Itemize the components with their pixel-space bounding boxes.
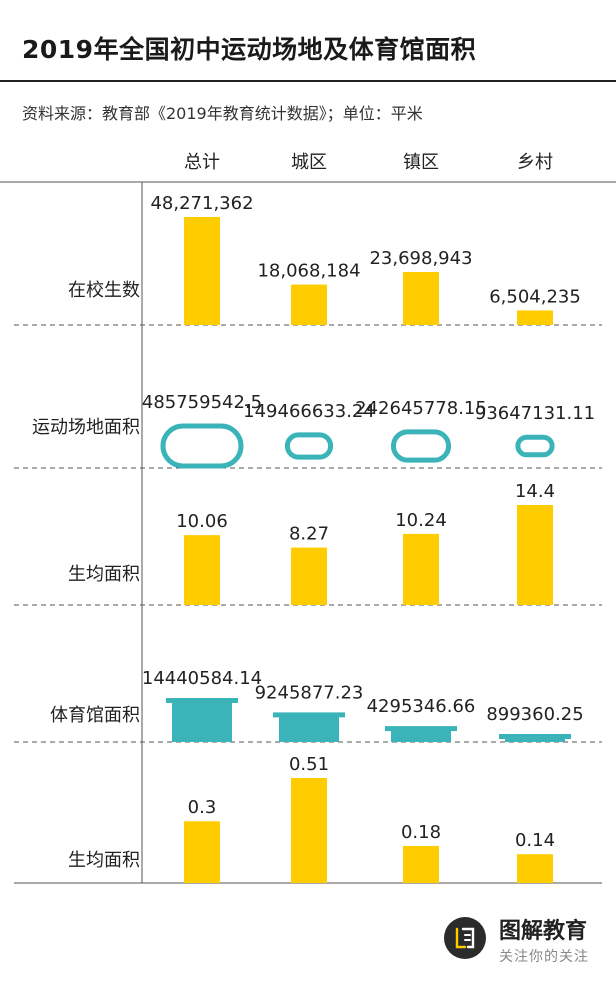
- data-label-1-1: 48,271,362: [150, 193, 253, 214]
- data-label-4-2: 9245877.23: [255, 682, 364, 703]
- column-header-urban: 城区: [291, 152, 327, 173]
- data-label-2-4: 93647131.11: [475, 403, 595, 424]
- book-logo-icon: [444, 917, 486, 959]
- chart-title: 2019年全国初中运动场地及体育馆面积: [22, 35, 477, 64]
- gym-roof-3: [385, 726, 457, 732]
- data-label-5-2: 0.51: [289, 754, 329, 775]
- data-label-4-1: 14440584.14: [142, 668, 262, 689]
- data-label-5-1: 0.3: [188, 797, 217, 818]
- field-mark-3: [390, 429, 452, 463]
- data-label-2-1: 485759542.5: [142, 392, 262, 413]
- column-header-total: 总计: [184, 152, 220, 173]
- bar-5-2: [291, 778, 327, 883]
- bar-1-3: [403, 271, 439, 325]
- data-label-1-4: 6,504,235: [489, 286, 581, 307]
- bar-1-2: [291, 284, 327, 325]
- data-label-1-2: 18,068,184: [257, 261, 360, 282]
- bar-5-4: [517, 854, 553, 883]
- bar-3-4: [517, 505, 553, 605]
- data-label-1-3: 23,698,943: [369, 248, 472, 269]
- gym-roof-1: [166, 698, 238, 703]
- data-label-2-2: 149466633.24: [243, 401, 375, 422]
- data-label-4-3: 4295346.66: [367, 696, 476, 717]
- gym-mark-1: [172, 702, 232, 742]
- bar-1-4: [517, 310, 553, 325]
- bar-3-2: [291, 547, 327, 605]
- gym-mark-4: [505, 738, 565, 742]
- column-header-town: 镇区: [403, 152, 439, 173]
- data-label-3-3: 10.24: [395, 510, 447, 531]
- brand-tagline: 关注你的关注: [499, 949, 589, 965]
- bar-5-3: [403, 845, 439, 883]
- data-label-3-1: 10.06: [176, 511, 228, 532]
- bar-3-3: [403, 533, 439, 605]
- bar-1-1: [184, 217, 220, 325]
- gym-mark-3: [391, 730, 451, 742]
- row-label-students: 在校生数: [68, 280, 140, 301]
- field-mark-2: [284, 432, 334, 460]
- data-label-3-2: 8.27: [289, 524, 329, 545]
- gym-roof-2: [273, 712, 345, 718]
- data-label-5-3: 0.18: [401, 822, 441, 843]
- gym-mark-2: [279, 716, 339, 742]
- bar-5-1: [184, 821, 220, 883]
- gym-roof-4: [499, 734, 571, 739]
- field-mark-1: [160, 423, 244, 469]
- column-header-rural: 乡村: [517, 152, 553, 173]
- source-note: 资料来源：教育部《2019年教育统计数据》；单位：平米: [22, 104, 423, 123]
- row-label-field-per-student: 生均面积: [68, 564, 140, 585]
- data-label-2-3: 242645778.15: [355, 398, 487, 419]
- row-label-gym-area: 体育馆面积: [50, 705, 140, 726]
- data-label-3-4: 14.4: [515, 481, 555, 502]
- title-rule: [0, 80, 616, 82]
- row-label-field-area: 运动场地面积: [32, 417, 140, 438]
- data-label-5-4: 0.14: [515, 830, 555, 851]
- row-label-gym-per-student: 生均面积: [68, 850, 140, 871]
- brand-name: 图解教育: [499, 919, 588, 944]
- field-mark-4: [515, 434, 555, 458]
- data-label-4-4: 899360.25: [486, 704, 583, 725]
- bar-3-1: [184, 535, 220, 605]
